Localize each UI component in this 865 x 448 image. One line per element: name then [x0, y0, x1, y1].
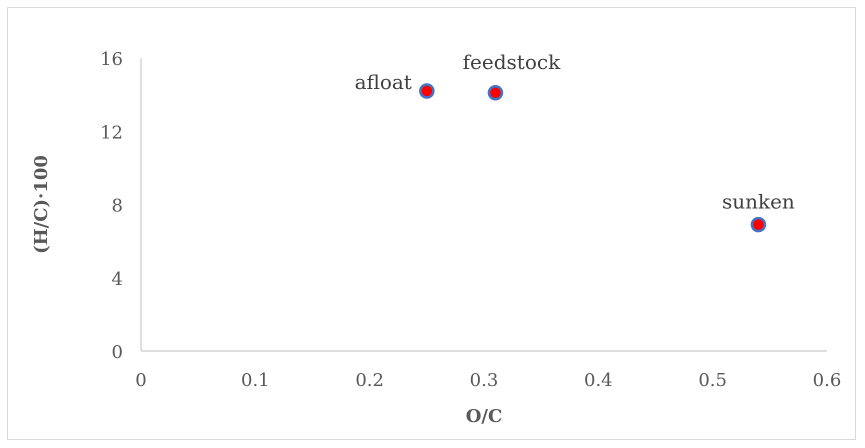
y-axis-title: (H/C)·100 [31, 155, 52, 254]
x-tick-label: 0.2 [355, 370, 384, 391]
y-tick-label: 12 [100, 122, 123, 143]
axes [140, 58, 827, 352]
x-tick-label: 0 [135, 370, 146, 391]
x-tick-label: 0.3 [470, 370, 499, 391]
data-label-feedstock: feedstock [463, 50, 561, 74]
x-tick-label: 0.6 [813, 370, 842, 391]
x-tick-label: 0.5 [698, 370, 727, 391]
x-axis-title: O/C [466, 406, 503, 427]
chart-frame [7, 7, 856, 440]
data-point-feedstock [487, 85, 504, 101]
data-point-sunken [750, 216, 767, 233]
x-tick-label: 0.1 [241, 370, 270, 391]
y-tick-label: 4 [112, 269, 123, 290]
y-tick-label: 16 [100, 49, 123, 70]
y-tick-label: 8 [112, 196, 123, 217]
data-point-afloat [419, 83, 435, 99]
data-points [419, 83, 767, 233]
data-label-afloat: afloat [355, 70, 412, 94]
x-tick-label: 0.4 [584, 370, 613, 391]
x-tick-labels: 0 0.1 0.2 0.3 0.4 0.5 0.6 [135, 370, 841, 391]
data-point-labels: afloat feedstock sunken [355, 50, 795, 214]
y-tick-labels: 0 4 8 12 16 [100, 49, 123, 363]
y-tick-label: 0 [112, 342, 123, 363]
data-label-sunken: sunken [722, 190, 795, 214]
